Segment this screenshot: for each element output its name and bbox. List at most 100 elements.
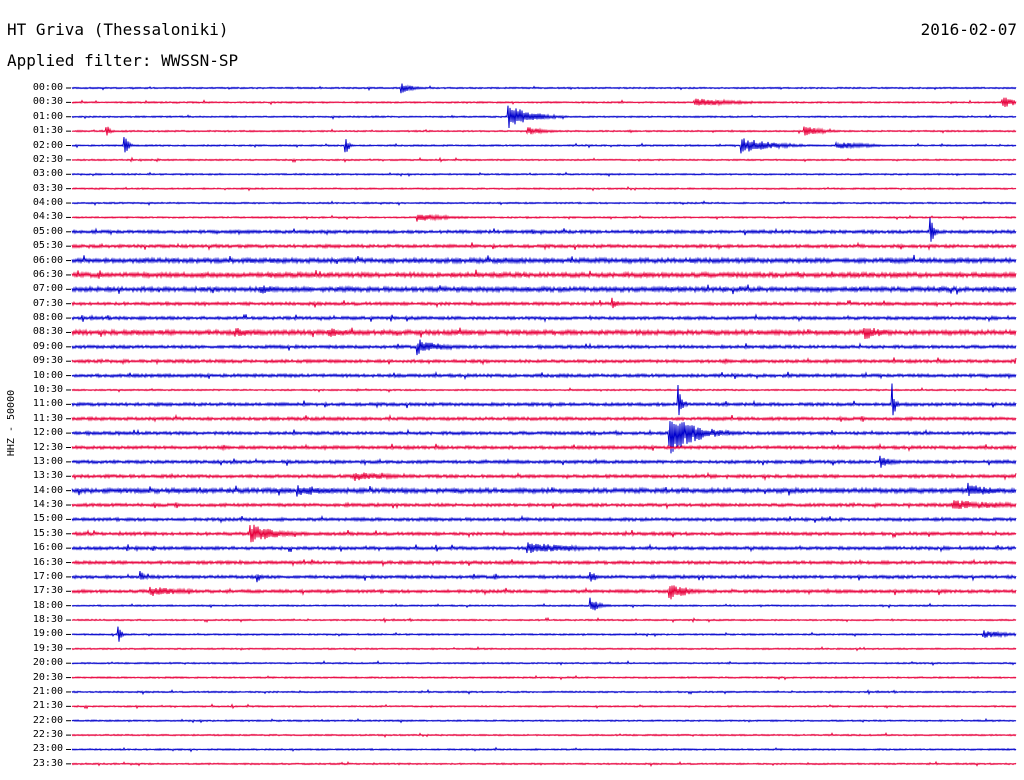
time-label-1930: 19:30	[32, 642, 63, 654]
time-label-1200: 12:00	[32, 427, 63, 439]
time-label-0930: 09:30	[32, 355, 63, 367]
time-label-1730: 17:30	[32, 585, 63, 597]
time-label-0030: 00:30	[32, 96, 63, 108]
trace-row-2100	[71, 688, 1017, 696]
time-label-2200: 22:00	[32, 714, 63, 726]
time-label-0200: 02:00	[32, 139, 63, 151]
time-label-0330: 03:30	[32, 182, 63, 194]
trace-row-0100	[71, 105, 1017, 129]
time-label-0830: 08:30	[32, 326, 63, 338]
trace-row-0300	[71, 171, 1017, 178]
trace-row-0430	[71, 213, 1017, 222]
time-label-0600: 06:00	[32, 254, 63, 266]
time-label-1530: 15:30	[32, 527, 63, 539]
trace-row-0130	[71, 126, 1017, 136]
time-label-2100: 21:00	[32, 685, 63, 697]
time-label-0530: 05:30	[32, 240, 63, 252]
time-label-0100: 01:00	[32, 110, 63, 122]
trace-row-1600	[71, 542, 1017, 554]
time-label-0230: 02:30	[32, 153, 63, 165]
trace-row-0230	[71, 156, 1017, 163]
trace-row-1330	[71, 471, 1017, 482]
trace-row-1200	[71, 421, 1017, 454]
time-label-1030: 10:30	[32, 383, 63, 395]
time-label-1630: 16:30	[32, 556, 63, 568]
trace-row-1230	[71, 442, 1017, 453]
time-label-1330: 13:30	[32, 470, 63, 482]
trace-row-0200	[71, 137, 1017, 154]
time-label-2230: 22:30	[32, 729, 63, 741]
time-label-1400: 14:00	[32, 484, 63, 496]
time-label-1430: 14:30	[32, 499, 63, 511]
trace-row-1300	[71, 455, 1017, 468]
time-label-2300: 23:00	[32, 743, 63, 755]
time-label-0400: 04:00	[32, 197, 63, 209]
trace-row-0530	[71, 241, 1017, 251]
trace-row-1930	[71, 645, 1017, 652]
time-label-1000: 10:00	[32, 369, 63, 381]
time-label-0700: 07:00	[32, 283, 63, 295]
trace-row-0800	[71, 313, 1017, 323]
trace-row-0600	[71, 254, 1017, 265]
trace-row-0030	[71, 97, 1017, 108]
time-label-0430: 04:30	[32, 211, 63, 223]
time-label-1130: 11:30	[32, 412, 63, 424]
time-label-2000: 20:00	[32, 657, 63, 669]
time-label-1230: 12:30	[32, 441, 63, 453]
time-label-1900: 19:00	[32, 628, 63, 640]
time-label-1300: 13:00	[32, 455, 63, 467]
time-label-1600: 16:00	[32, 542, 63, 554]
trace-row-1900	[71, 626, 1017, 642]
time-label-2130: 21:30	[32, 700, 63, 712]
trace-row-1500	[71, 514, 1017, 524]
time-label-0730: 07:30	[32, 297, 63, 309]
trace-row-0500	[71, 217, 1017, 242]
trace-row-0400	[71, 200, 1017, 207]
record-date: 2016-02-07	[920, 20, 1017, 39]
trace-row-1800	[71, 597, 1017, 611]
time-label-0500: 05:00	[32, 225, 63, 237]
station-title: HT Griva (Thessaloniki)	[7, 20, 229, 39]
time-label-1100: 11:00	[32, 398, 63, 410]
time-label-1800: 18:00	[32, 599, 63, 611]
trace-row-1030	[71, 386, 1017, 394]
trace-row-0330	[71, 185, 1017, 192]
trace-row-2230	[71, 732, 1017, 739]
time-label-0300: 03:00	[32, 168, 63, 180]
trace-row-0830	[71, 327, 1017, 340]
trace-row-0700	[71, 284, 1017, 295]
trace-row-1430	[71, 500, 1017, 510]
time-label-1700: 17:00	[32, 570, 63, 582]
applied-filter: Applied filter: WWSSN-SP	[7, 51, 239, 70]
trace-row-1630	[71, 558, 1017, 568]
time-label-0900: 09:00	[32, 340, 63, 352]
time-label-0000: 00:00	[32, 82, 63, 93]
trace-row-1000	[71, 370, 1017, 381]
time-label-2330: 23:30	[32, 757, 63, 769]
trace-row-1730	[71, 585, 1017, 600]
trace-row-0000	[71, 83, 1017, 94]
time-label-1500: 15:00	[32, 513, 63, 525]
trace-row-0630	[71, 269, 1017, 280]
time-label-2030: 20:30	[32, 671, 63, 683]
time-label-0630: 06:30	[32, 268, 63, 280]
trace-row-1400	[71, 482, 1017, 497]
trace-row-2130	[71, 703, 1017, 710]
trace-row-2300	[71, 746, 1017, 753]
trace-row-2330	[71, 760, 1017, 767]
trace-row-1130	[71, 413, 1017, 423]
trace-row-0730	[71, 297, 1017, 309]
trace-row-1100	[71, 383, 1017, 416]
time-label-0130: 01:30	[32, 125, 63, 137]
trace-row-0900	[71, 339, 1017, 356]
trace-row-1530	[71, 524, 1017, 543]
trace-row-2030	[71, 674, 1017, 681]
trace-row-2000	[71, 660, 1017, 667]
trace-row-2200	[71, 717, 1017, 724]
trace-row-0930	[71, 357, 1017, 366]
trace-row-1830	[71, 616, 1017, 624]
trace-row-1700	[71, 571, 1017, 583]
time-label-1830: 18:30	[32, 614, 63, 626]
time-label-0800: 08:00	[32, 312, 63, 324]
